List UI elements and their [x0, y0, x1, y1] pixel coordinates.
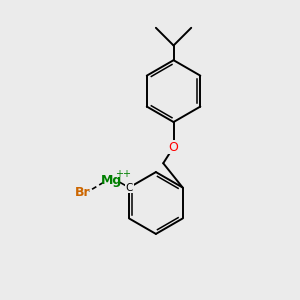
- Text: Br: Br: [74, 186, 90, 199]
- Text: ++: ++: [115, 169, 131, 179]
- Text: C: C: [125, 182, 133, 193]
- Text: Mg: Mg: [101, 174, 122, 188]
- Text: O: O: [169, 141, 178, 154]
